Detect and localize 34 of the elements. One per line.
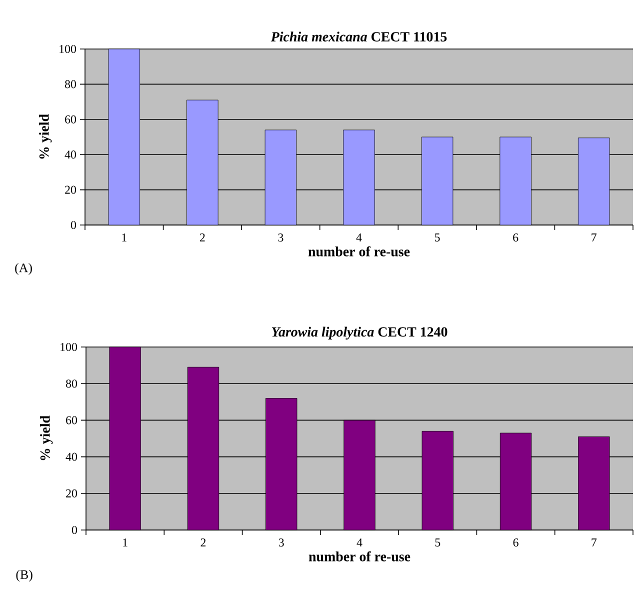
y-axis-title: % yield <box>40 416 53 460</box>
y-tick-label: 40 <box>66 452 78 461</box>
y-tick-label: 20 <box>65 186 76 194</box>
y-tick-label: 0 <box>72 526 78 534</box>
y-tick-label: 20 <box>66 489 78 498</box>
x-tick-label: 2 <box>200 538 206 546</box>
chart-title: Yarowia lipolytica CECT 1240 <box>272 326 448 340</box>
x-tick-label: 3 <box>278 234 284 242</box>
x-tick-label: 6 <box>513 234 518 242</box>
y-tick-label: 40 <box>64 150 76 159</box>
y-tick-label: 80 <box>64 80 76 88</box>
x-tick-label: 7 <box>592 538 597 546</box>
text: (A) <box>15 263 32 275</box>
x-tick-label: 7 <box>592 234 596 242</box>
y-tick-label: 60 <box>65 115 76 124</box>
x-tick-label: 2 <box>200 234 205 242</box>
x-tick-label: 4 <box>356 234 362 242</box>
x-tick-label: 6 <box>513 538 518 547</box>
y-tick-label: 80 <box>66 380 78 388</box>
x-tick-label: 5 <box>434 234 440 242</box>
y-tick-label: 60 <box>66 416 78 424</box>
x-tick-label: 3 <box>278 538 284 547</box>
x-tick-label: 1 <box>122 234 126 242</box>
x-tick-label: 1 <box>123 538 128 546</box>
y-axis-title: % yield <box>39 114 52 159</box>
y-tick-label: 100 <box>60 44 76 54</box>
x-axis-title: number of re-use <box>308 246 410 256</box>
y-tick-label: 100 <box>60 342 78 352</box>
chart-title: Pichia mexicana CECT 11015 <box>270 32 447 42</box>
text: (B) <box>16 570 32 582</box>
x-tick-label: 5 <box>435 538 440 546</box>
x-tick-label: 4 <box>356 538 362 546</box>
x-axis-title: number of re-use <box>308 551 410 562</box>
y-tick-label: 0 <box>70 220 76 230</box>
